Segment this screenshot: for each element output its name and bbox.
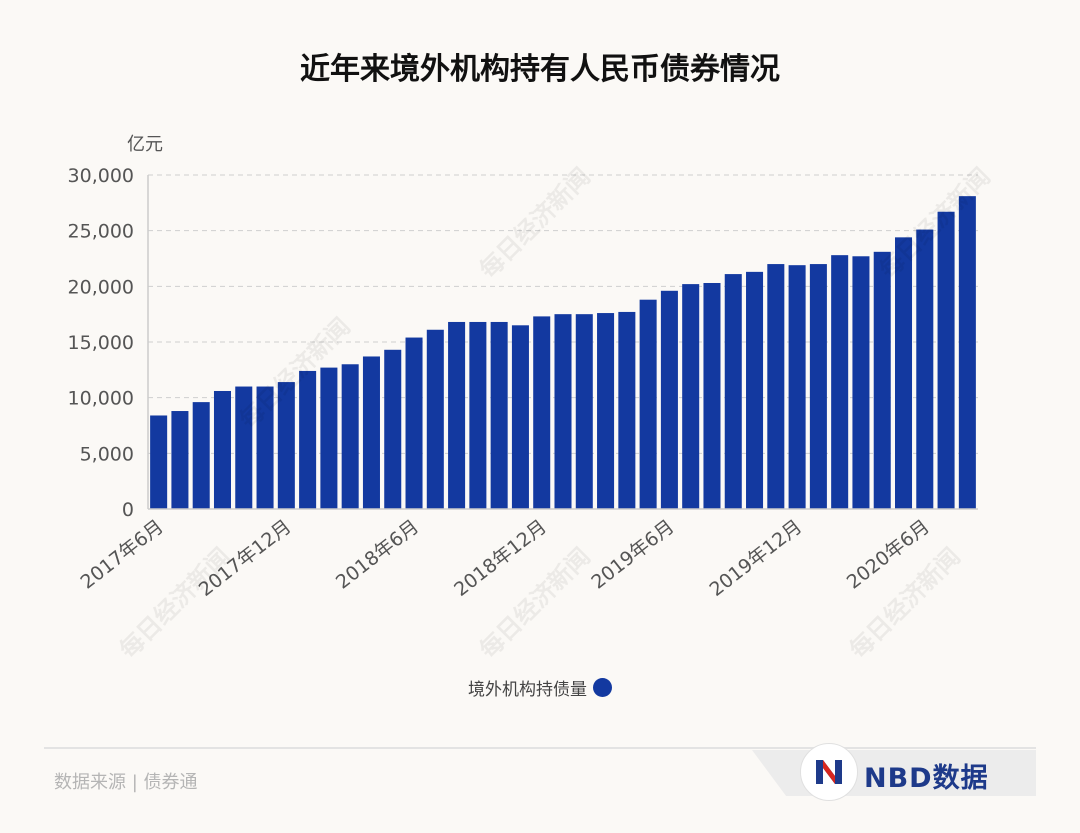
nbd-n-logo-icon — [800, 743, 858, 801]
legend: 境外机构持债量 — [468, 675, 612, 700]
bar — [767, 264, 785, 509]
bar — [235, 386, 253, 509]
bar — [831, 255, 849, 509]
bar — [937, 211, 955, 510]
bar — [873, 251, 891, 509]
y-tick-label: 30,000 — [68, 165, 134, 187]
y-tick-label: 10,000 — [68, 388, 134, 410]
bar — [597, 313, 615, 509]
bar — [618, 311, 636, 509]
bar — [213, 390, 231, 509]
bar-chart: 0 5,000 10,000 15,000 20,000 25,000 30,000 2017… — [68, 165, 978, 601]
bar — [511, 325, 529, 509]
bar — [575, 314, 593, 509]
bar — [809, 264, 827, 509]
bar — [703, 282, 721, 509]
bar — [639, 299, 657, 509]
bar — [533, 316, 551, 509]
footer-divider — [44, 747, 1036, 749]
bar — [426, 329, 444, 509]
x-tick-label: 2019年6月 — [587, 516, 678, 594]
bar — [490, 321, 508, 509]
bar — [660, 290, 678, 509]
bar — [469, 321, 487, 509]
bar — [405, 337, 423, 509]
y-tick-label: 20,000 — [68, 276, 134, 298]
bar — [448, 321, 466, 509]
bar — [746, 271, 764, 509]
bar — [277, 382, 295, 509]
bar — [171, 411, 189, 509]
bar — [724, 274, 742, 509]
bar — [299, 370, 317, 509]
bar — [895, 237, 913, 509]
bar — [958, 196, 976, 510]
brand-name: NBD数据 — [864, 763, 989, 794]
bar — [362, 356, 380, 509]
data-source: 数据来源 | 债券通 — [54, 772, 198, 793]
bar — [256, 386, 274, 509]
bar — [341, 364, 359, 509]
bar — [320, 367, 338, 509]
bar — [916, 229, 934, 509]
y-tick-label: 0 — [122, 499, 134, 521]
y-tick-label: 5,000 — [80, 443, 134, 465]
y-axis-unit-label: 亿元 — [127, 134, 163, 155]
x-tick-label: 2018年6月 — [332, 516, 423, 594]
y-tick-label: 25,000 — [68, 221, 134, 243]
legend-marker — [593, 678, 612, 697]
x-tick-label: 2017年6月 — [77, 516, 168, 594]
bar — [554, 314, 572, 509]
brand-band — [752, 750, 1036, 796]
bar — [682, 284, 700, 509]
legend-label: 境外机构持债量 — [468, 680, 587, 700]
bar — [384, 349, 402, 509]
bar — [150, 415, 168, 509]
y-tick-label: 15,000 — [68, 332, 134, 354]
x-tick-label: 2019年12月 — [706, 516, 807, 601]
bar — [788, 265, 806, 509]
bar — [852, 256, 870, 509]
chart-title: 近年来境外机构持有人民币债券情况 — [300, 52, 780, 87]
bar — [192, 402, 210, 509]
